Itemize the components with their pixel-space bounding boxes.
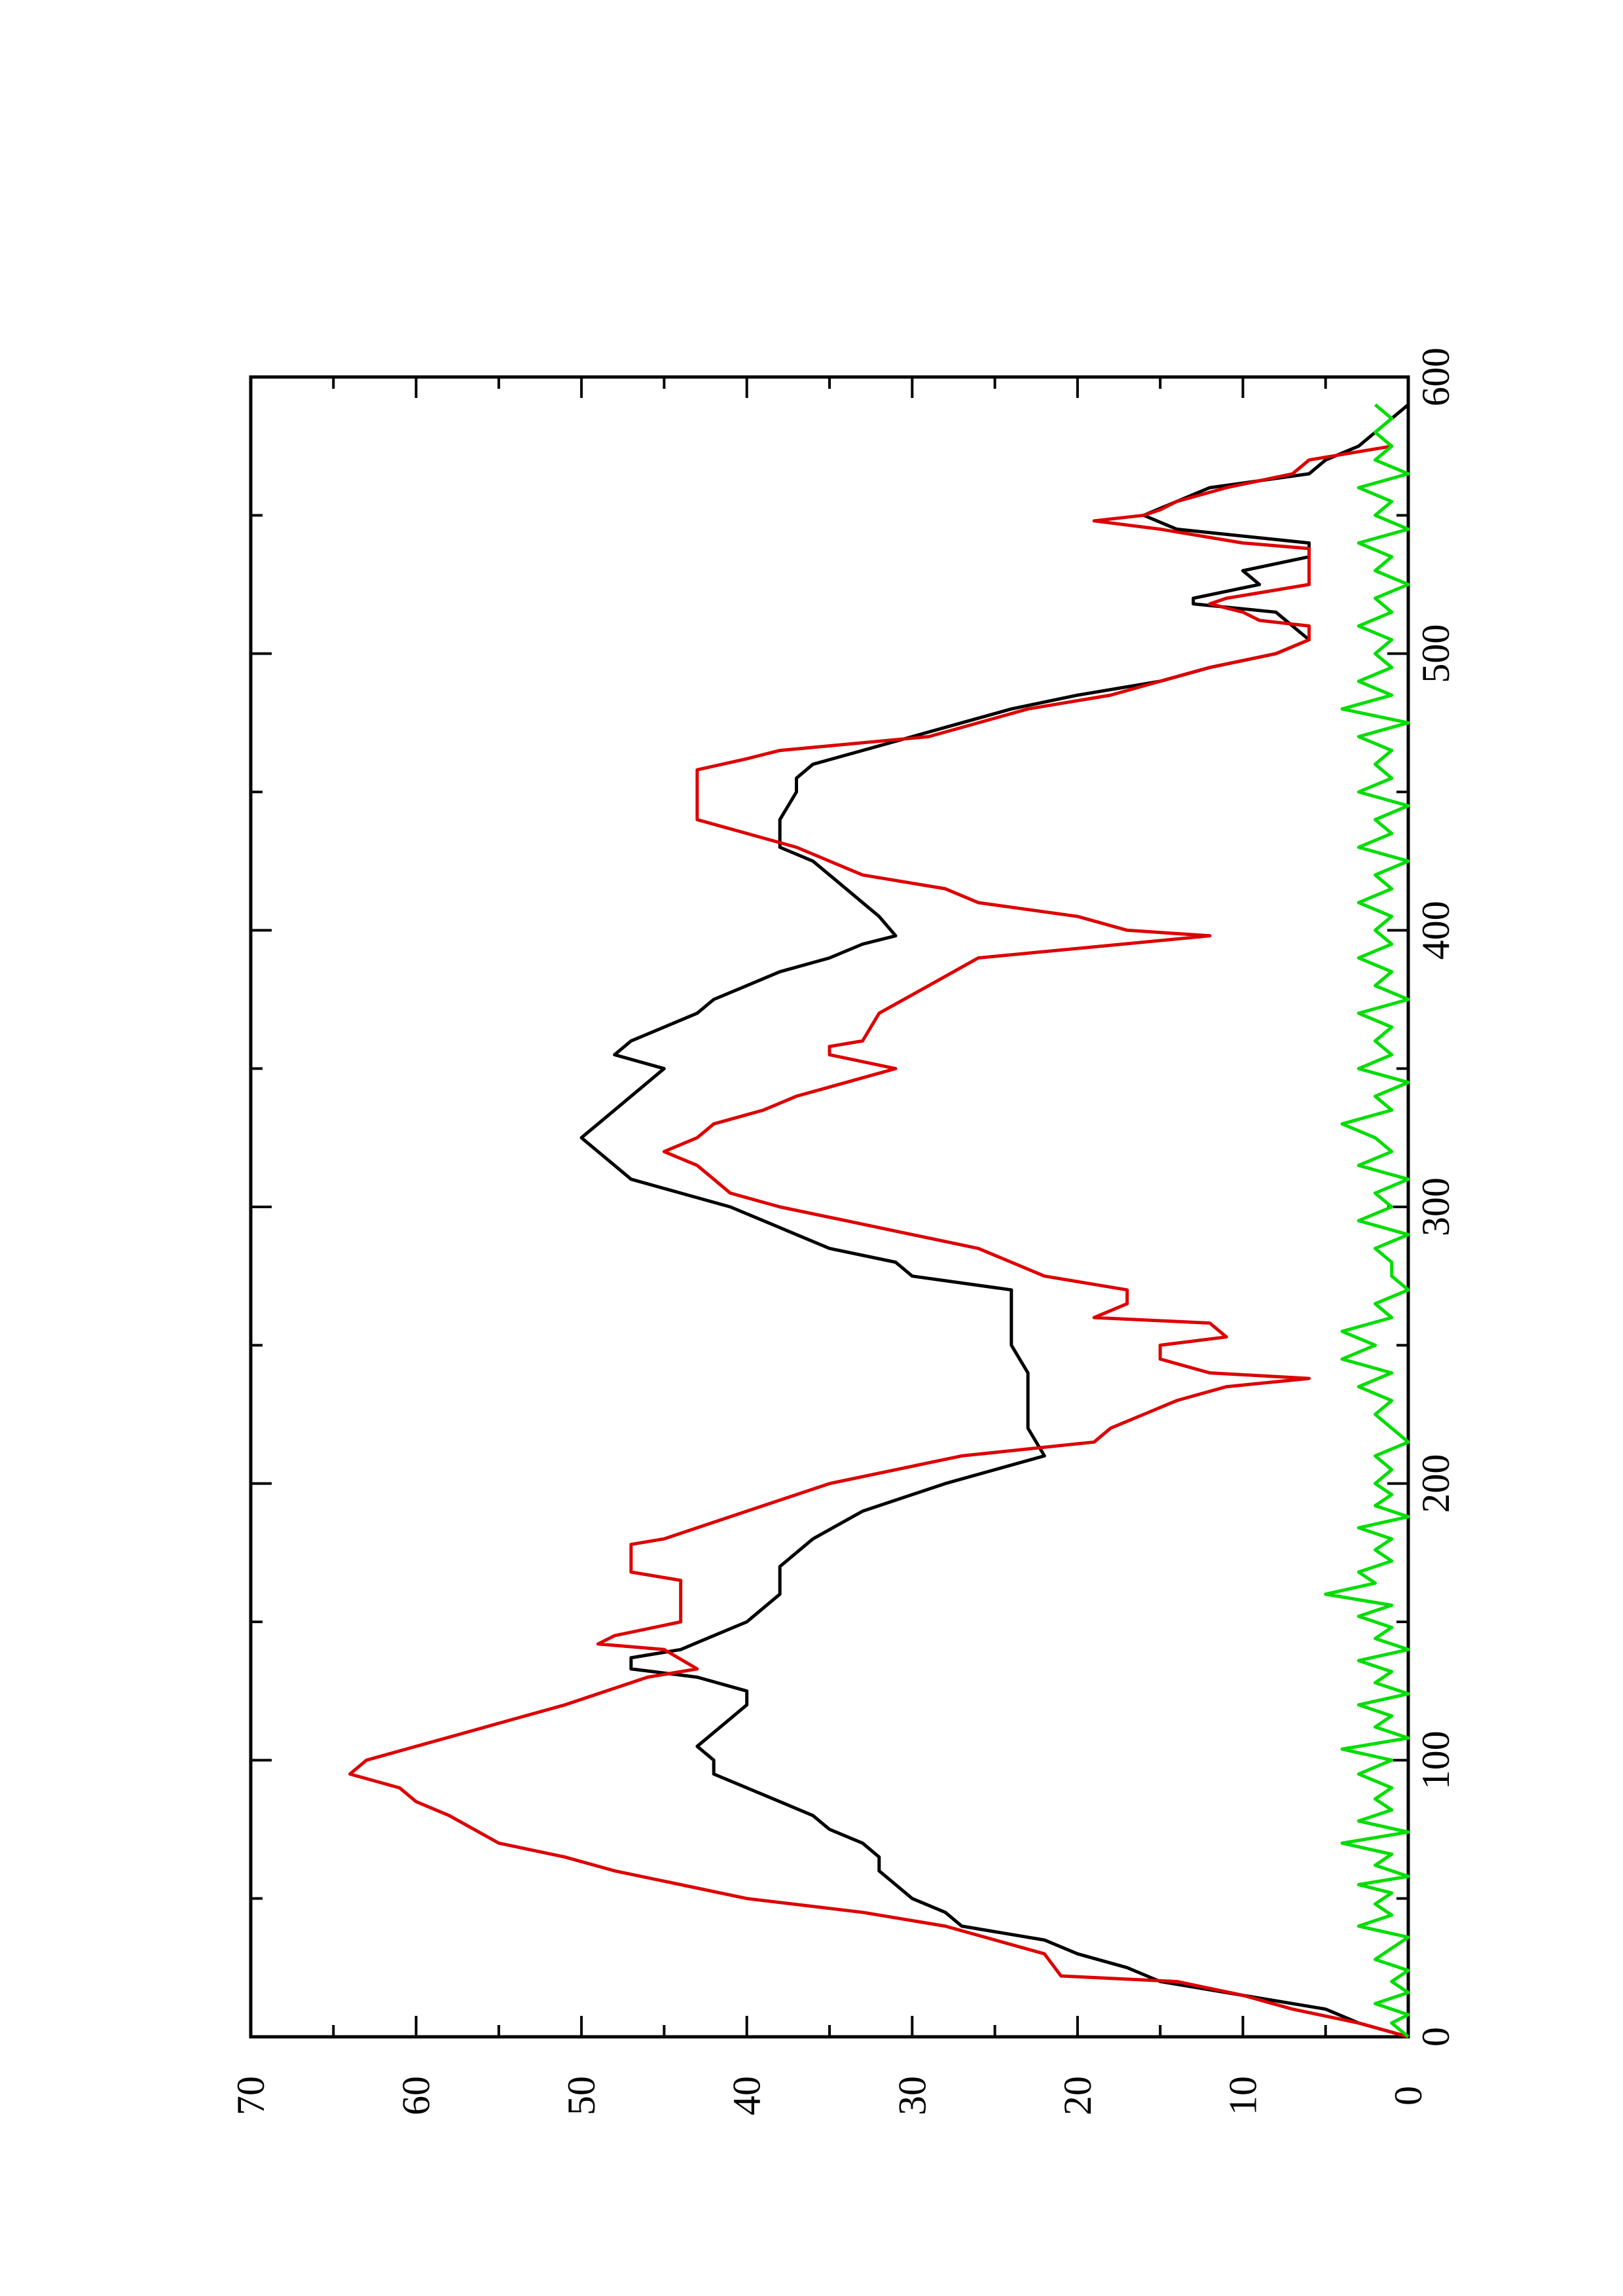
y-tick-label: 70 [229, 2076, 272, 2115]
y-tick-label: 20 [1056, 2076, 1099, 2115]
x-tick-label: 200 [1414, 1454, 1457, 1513]
x-tick-label: 500 [1414, 624, 1457, 683]
x-tick-label: 600 [1414, 348, 1457, 406]
series-group [348, 403, 1410, 2039]
x-tick-label: 100 [1414, 1731, 1457, 1789]
y-tick-label: 60 [395, 2076, 438, 2115]
series-line-3 [1324, 403, 1410, 2038]
x-tick-label: 0 [1414, 2027, 1457, 2047]
y-tick-label: 0 [1387, 2086, 1430, 2106]
y-tick-label: 10 [1221, 2076, 1264, 2115]
y-tick-label: 30 [890, 2076, 934, 2115]
y-tick-label: 40 [725, 2076, 769, 2115]
axis-ticks [249, 376, 1410, 2038]
x-tick-label: 300 [1414, 1177, 1457, 1236]
x-tick-label: 400 [1414, 901, 1457, 960]
series-line-2 [348, 444, 1409, 2039]
tick-labels: 0 100 200 300 400 500 600 0 10 20 30 40 50 60 70 [229, 348, 1457, 2115]
plot-frame [249, 375, 1410, 2039]
series-line-1 [579, 403, 1410, 2039]
y-tick-label: 50 [560, 2076, 603, 2115]
